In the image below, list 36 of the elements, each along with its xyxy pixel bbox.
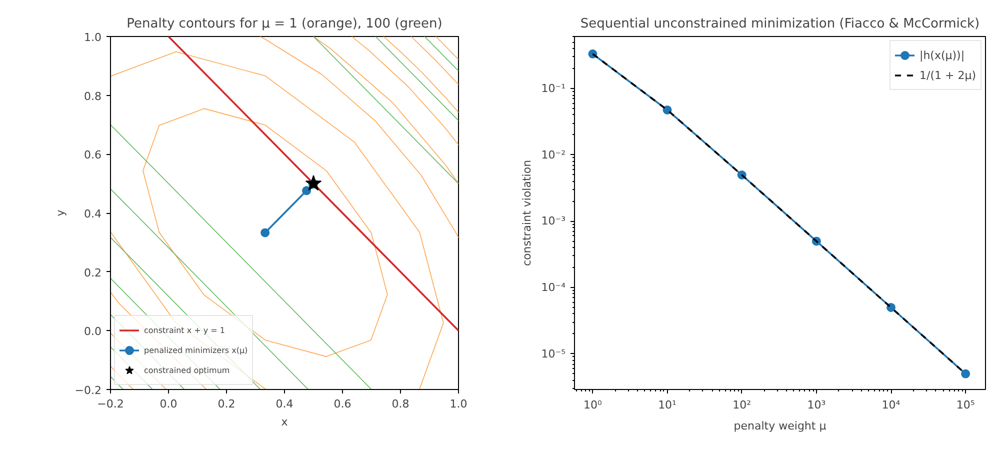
x-tick-label: 0.6 — [334, 398, 352, 410]
y-tick-label: 0.6 — [84, 148, 102, 162]
y-tick-label: 0.8 — [84, 90, 102, 103]
chart-title: Sequential unconstrained minimization (Fiacco & McCormick) — [580, 16, 980, 32]
y-tick-label: 10⁻² — [541, 148, 566, 162]
x-tick-label: 10⁵ — [956, 398, 975, 412]
x-tick-label: 0.4 — [276, 398, 294, 410]
x-tick-label: 10⁴ — [882, 398, 901, 412]
x-tick-label: −0.2 — [97, 398, 124, 410]
y-axis-title: constraint violation — [520, 160, 534, 266]
chart-title: Penalty contours for μ = 1 (orange), 100 (green) — [126, 16, 442, 32]
x-axis-title: penalty weight μ — [734, 420, 826, 432]
legend-label: constrained optimum — [144, 366, 230, 374]
x-tick-label: 0.8 — [392, 398, 410, 410]
y-tick-label: 10⁻⁴ — [541, 281, 566, 294]
legend-label: 1/(1 + 2μ) — [920, 68, 976, 82]
y-tick-label: 0.0 — [84, 325, 102, 338]
y-tick-label: 1.0 — [84, 31, 102, 44]
y-tick-label: 10⁻⁵ — [541, 347, 566, 360]
x-tick-label: 0.0 — [160, 398, 178, 410]
y-axis-title: y — [54, 209, 67, 216]
x-axis-title: x — [281, 416, 288, 428]
y-tick-label: 0.2 — [84, 266, 102, 280]
x-tick-label: 10² — [732, 398, 752, 412]
legend-label: |h(x(μ))| — [920, 48, 965, 62]
x-tick-label: 10¹ — [658, 398, 676, 412]
y-tick-label: 0.4 — [84, 208, 102, 220]
x-tick-label: 10⁰ — [584, 398, 602, 412]
x-tick-label: 1.0 — [450, 398, 468, 410]
legend-label: constraint x + y = 1 — [144, 326, 225, 334]
x-tick-label: 0.2 — [218, 398, 236, 410]
y-tick-label: 10⁻¹ — [541, 82, 566, 96]
y-tick-label: 10⁻³ — [541, 214, 566, 228]
legend-label: penalized minimizers x(μ) — [144, 346, 248, 354]
y-tick-label: −0.2 — [74, 384, 102, 397]
x-tick-label: 10³ — [807, 398, 826, 412]
